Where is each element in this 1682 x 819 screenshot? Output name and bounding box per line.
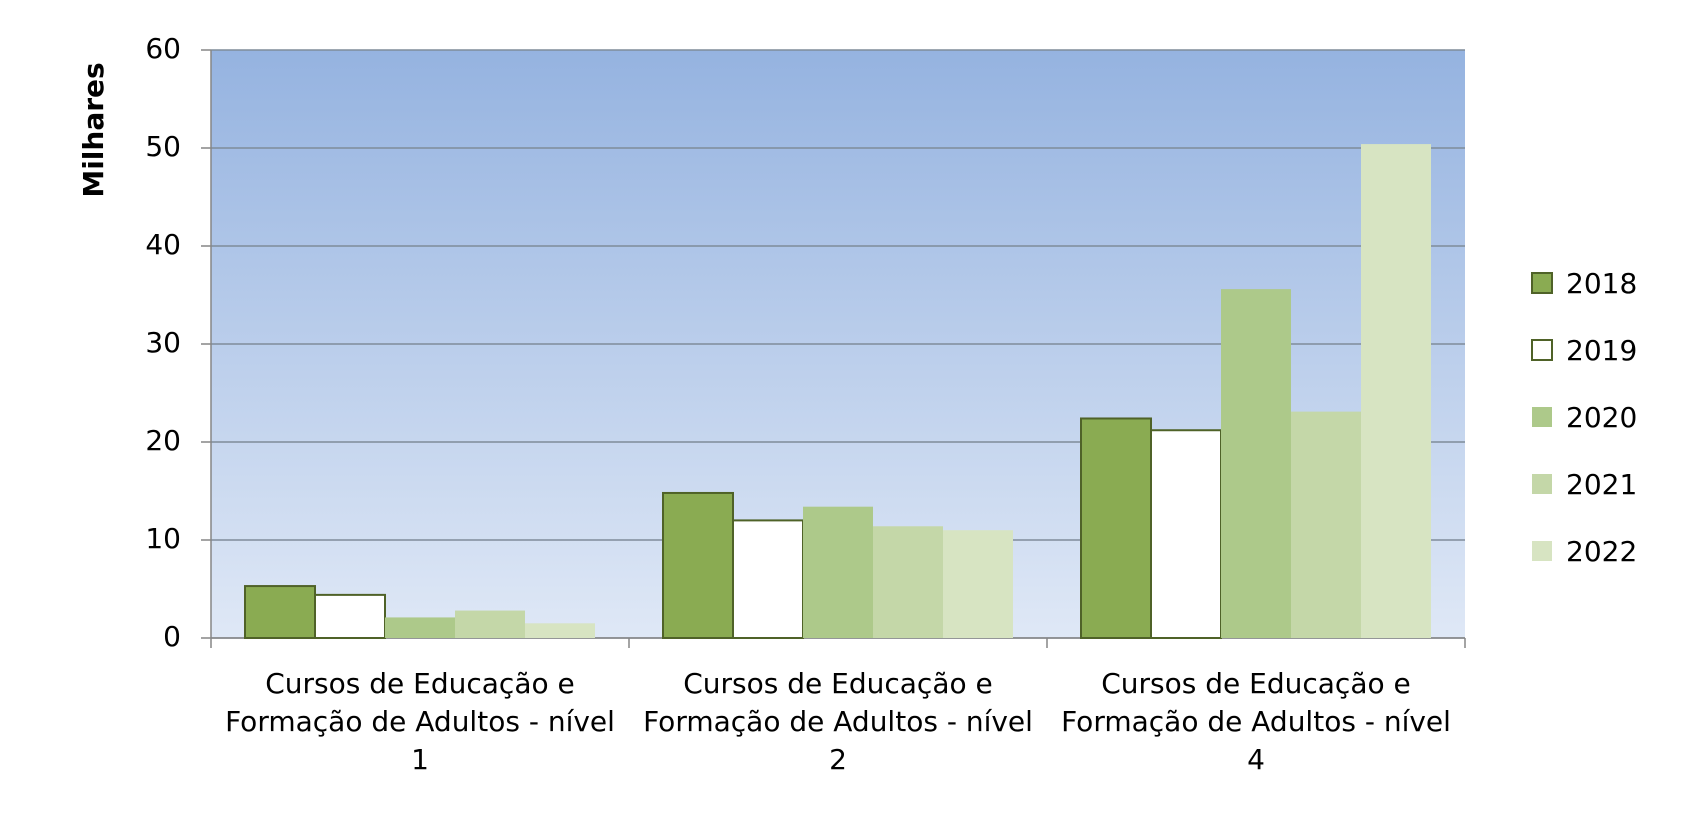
y-tick-label: 0: [163, 620, 181, 653]
bar: [803, 506, 873, 638]
y-tick-label: 20: [145, 424, 181, 457]
legend-label: 2020: [1566, 401, 1637, 434]
bar: [314, 593, 386, 640]
x-tick-label: Cursos de Educação e Formação de Adultos…: [225, 667, 615, 776]
bar: [1291, 411, 1361, 638]
x-tick-label: Cursos de Educação e Formação de Adultos…: [1061, 667, 1451, 776]
bar: [1361, 144, 1431, 638]
bar: [385, 617, 455, 638]
y-axis-label: Milhares: [77, 62, 110, 197]
y-tick-label: 10: [145, 522, 181, 555]
bar: [1221, 289, 1291, 638]
bar: [873, 526, 943, 638]
bar: [455, 610, 525, 638]
y-tick-label: 30: [145, 326, 181, 359]
bar: [662, 491, 734, 639]
bar: [732, 519, 804, 640]
legend-label: 2022: [1566, 535, 1637, 568]
legend-swatch: [1532, 474, 1552, 494]
bar: [1080, 417, 1152, 640]
bar: [244, 585, 316, 639]
legend-label: 2019: [1566, 334, 1637, 367]
legend-swatch: [1532, 541, 1552, 561]
legend-swatch: [1532, 407, 1552, 427]
legend-label: 2021: [1566, 468, 1637, 501]
y-tick-label: 40: [145, 228, 181, 261]
bar: [525, 623, 595, 638]
bar: [943, 530, 1013, 638]
y-tick-label: 60: [145, 32, 181, 65]
bar: [1150, 429, 1222, 639]
legend-swatch: [1531, 339, 1553, 361]
x-tick-label: Cursos de Educação e Formação de Adultos…: [643, 667, 1033, 776]
legend-label: 2018: [1566, 267, 1637, 300]
y-tick-label: 50: [145, 130, 181, 163]
legend-swatch: [1531, 272, 1553, 294]
